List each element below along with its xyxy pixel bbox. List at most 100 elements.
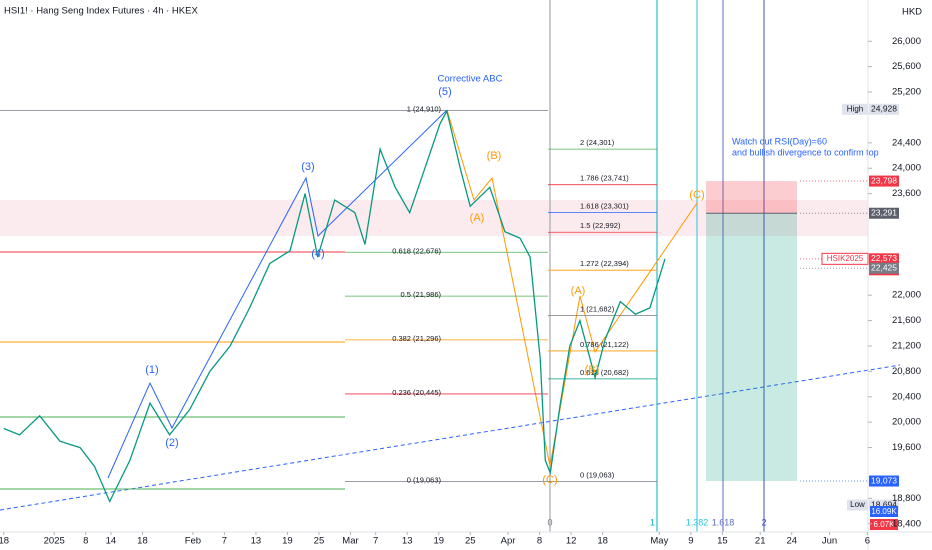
wave-label: (A) xyxy=(470,212,485,224)
time-zone-label: 0 xyxy=(547,517,552,527)
x-tick-label: 7 xyxy=(373,536,378,547)
y-tick-label: 21,200 xyxy=(892,341,921,352)
stop-zone xyxy=(706,181,797,214)
x-tick-label: 24 xyxy=(786,536,797,547)
target-zone xyxy=(706,213,797,482)
price-tag-name-box xyxy=(847,499,868,511)
volume-tag xyxy=(870,519,898,530)
y-tick-label: 24,400 xyxy=(892,137,921,148)
y-tick-label: 20,000 xyxy=(892,417,921,428)
fib-label: 0.236 (20,445) xyxy=(392,388,441,397)
y-tick-label: 24,000 xyxy=(892,163,921,174)
x-tick-label: 25 xyxy=(465,536,476,547)
x-tick-label: 13 xyxy=(251,536,262,547)
price-tag xyxy=(869,262,899,274)
wave-label: (4) xyxy=(311,248,324,260)
price-tag xyxy=(869,499,899,511)
price-tag-label: 23,798 xyxy=(871,175,897,185)
x-tick-label: 19 xyxy=(282,536,293,547)
price-tag-label: 18,694 xyxy=(871,499,897,509)
y-tick-label: 20,400 xyxy=(892,391,921,402)
wave-label: (C) xyxy=(689,189,704,201)
fib-label: 1.5 (22,992) xyxy=(580,221,621,230)
wave-label: (2) xyxy=(165,437,178,449)
chart-title: HSI1! · Hang Seng Index Futures · 4h · H… xyxy=(4,6,198,17)
x-tick-label: 18 xyxy=(137,536,148,547)
x-tick-label: 8 xyxy=(537,536,542,547)
x-tick-label: Jun xyxy=(822,536,837,547)
volume-tag-label: 6.07K xyxy=(874,520,896,529)
price-tag-label: 19,073 xyxy=(871,475,897,485)
x-tick-label: 14 xyxy=(106,536,117,547)
x-tick-label: 8 xyxy=(83,536,88,547)
price-line xyxy=(3,109,666,504)
x-tick-label: Feb xyxy=(185,536,201,547)
fib-label: 1 (21,682) xyxy=(580,304,615,313)
price-tag-name: Low xyxy=(850,500,865,509)
wave-label: (B) xyxy=(585,364,600,376)
y-tick-label: 22,000 xyxy=(892,290,921,301)
wave-label: (B) xyxy=(487,150,502,162)
y-tick-label: 25,200 xyxy=(892,87,921,98)
x-tick-label: 15 xyxy=(717,536,728,547)
note: and bullish divergence to confirm top xyxy=(732,147,879,157)
fib-levels: 1 (24,910) 0.618 (22,676) 0.5 (21,986) 0.38… xyxy=(0,104,657,485)
fib-label: 1.618 (23,301) xyxy=(580,202,629,211)
fib-label: 1 (24,910) xyxy=(407,104,442,113)
price-tag-label: 24,928 xyxy=(871,104,897,114)
y-tick-label: 21,600 xyxy=(892,315,921,326)
price-tag xyxy=(869,103,899,115)
wave-label: (3) xyxy=(301,161,314,173)
wave-label: (5) xyxy=(438,86,451,98)
wave-label: (C) xyxy=(542,474,557,486)
annotation: Corrective ABC xyxy=(438,74,503,85)
price-tag-name: High xyxy=(847,104,863,113)
x-tick-label: 18 xyxy=(597,536,608,547)
fib-label: 0 (19,063) xyxy=(407,476,442,485)
volume-tag xyxy=(870,506,898,517)
x-tick-label: 21 xyxy=(755,536,766,547)
price-tag-name-box xyxy=(821,252,869,265)
fib-label: 0.5 (21,986) xyxy=(401,290,442,299)
x-tick-label: 9 xyxy=(688,536,693,547)
price-tag xyxy=(869,207,899,219)
fib-label: 0.786 (21,122) xyxy=(580,340,629,349)
y-tick-label: 26,000 xyxy=(892,36,921,47)
time-zone-label: 1.382 xyxy=(686,517,709,527)
x-tick-label: 18 xyxy=(0,536,9,547)
y-tick-label: 18,800 xyxy=(892,493,921,504)
x-tick-label: 13 xyxy=(402,536,413,547)
time-zone-label: 1.618 xyxy=(712,517,735,527)
volume-tag-label: 16.09K xyxy=(871,507,897,516)
y-tick-label: 25,600 xyxy=(892,61,921,72)
y-tick-label: 20,800 xyxy=(892,366,921,377)
fib-label: 2 (24,301) xyxy=(580,138,615,147)
fib-label: 1.272 (22,394) xyxy=(580,259,629,268)
x-tick-label: 25 xyxy=(314,536,325,547)
fib-label: 0.618 (20,682) xyxy=(580,368,629,377)
plot xyxy=(3,109,797,504)
fib-label: 0.618 (22,676) xyxy=(392,246,441,255)
trend-line xyxy=(0,364,901,511)
wave-label: (A) xyxy=(571,285,586,297)
x-tick-label: May xyxy=(650,536,668,547)
y-tick-label: 18,400 xyxy=(892,518,921,529)
price-tag-label: 23,291 xyxy=(871,207,897,217)
time-zone-label: 1 xyxy=(650,517,655,527)
price-tag xyxy=(869,475,899,487)
price-tag-label: 22,573 xyxy=(871,253,897,263)
abc-lines xyxy=(446,109,698,467)
x-tick-label: 12 xyxy=(566,536,577,547)
fib-label: 0.382 (21,296) xyxy=(392,334,441,343)
x-tick-label: Mar xyxy=(342,536,358,547)
fib-label: 1.786 (23,741) xyxy=(580,174,629,183)
price-tag-label: 22,425 xyxy=(871,262,897,272)
note: Watch out RSI(Day)=60 xyxy=(732,136,827,146)
currency: HKD xyxy=(902,7,922,18)
x-tick-label: 6 xyxy=(865,536,870,547)
y-tick-label: 23,600 xyxy=(892,188,921,199)
x-tick-label: 7 xyxy=(222,536,227,547)
price-tag-name-box xyxy=(842,103,868,115)
